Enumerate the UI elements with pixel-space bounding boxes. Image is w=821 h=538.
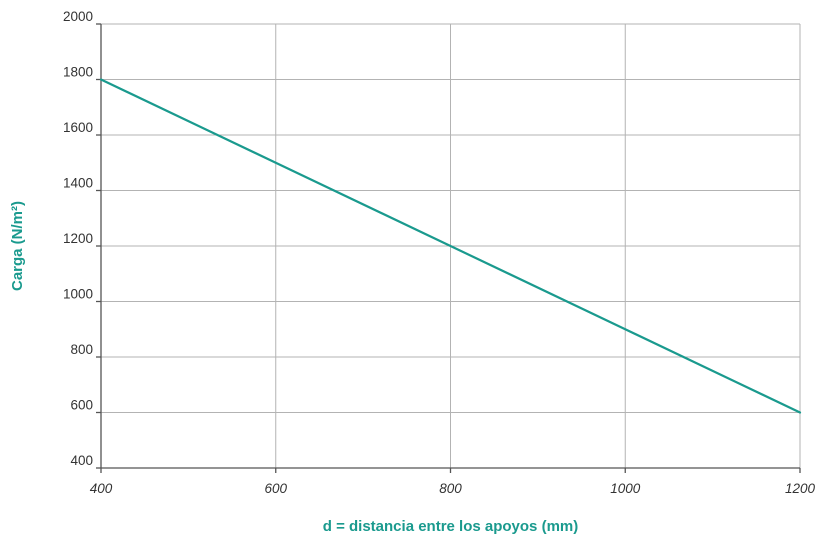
y-tick-label: 1400: [63, 176, 93, 191]
series-line: [99, 78, 802, 414]
y-tick-label: 1000: [63, 287, 93, 302]
y-tick-label: 800: [70, 342, 93, 357]
x-tick-label: 1000: [610, 481, 641, 496]
y-tick-label: 1800: [63, 65, 93, 80]
x-tick-label: 600: [264, 481, 287, 496]
x-tick-label: 1200: [785, 481, 816, 496]
x-axis-label: d = distancia entre los apoyos (mm): [323, 518, 578, 535]
y-tick-label: 1200: [63, 231, 93, 246]
y-tick-label: 600: [70, 398, 93, 413]
y-tick-label: 400: [70, 453, 93, 468]
y-tick-label: 2000: [63, 9, 93, 24]
y-axis-label: Carga (N/m²): [9, 201, 26, 291]
x-tick-label: 800: [439, 481, 462, 496]
y-tick-label: 1600: [63, 120, 93, 135]
tick-labels: 400 600 800 1000 1200 1400 1600 1800 2000 400 600 8…: [63, 9, 816, 496]
x-tick-label: 400: [90, 481, 113, 496]
axes: [96, 23, 801, 473]
series: [99, 78, 802, 414]
